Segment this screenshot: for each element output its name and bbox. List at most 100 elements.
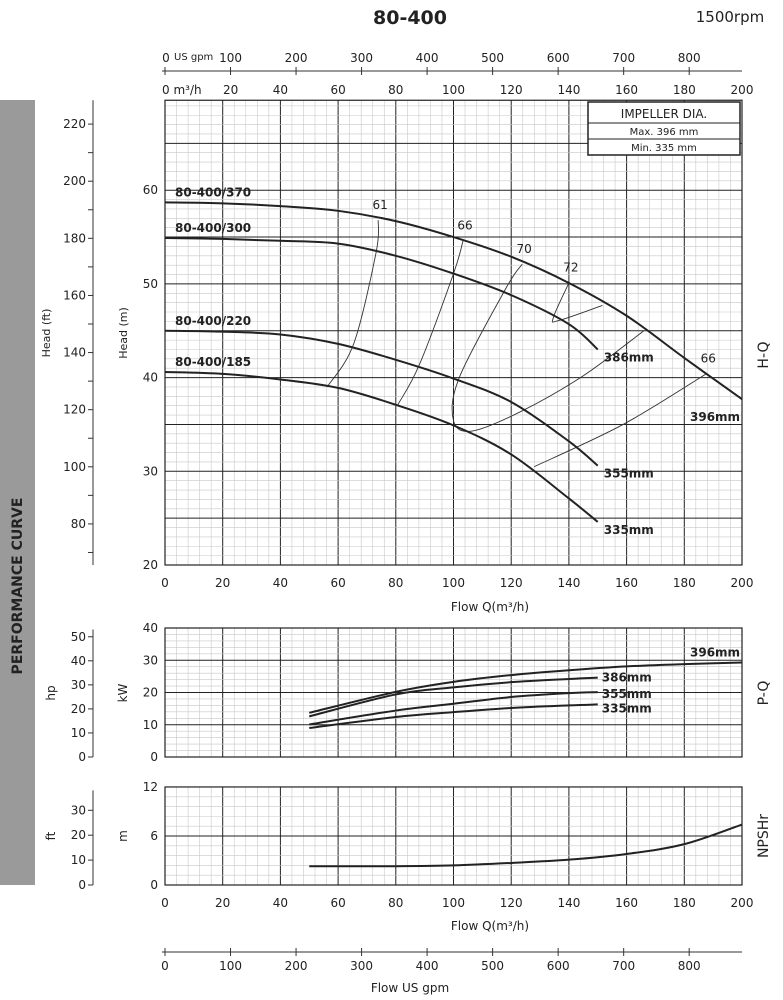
- top-m3h-tick-label: 20: [223, 83, 238, 97]
- head-m-tick-label: 40: [143, 371, 158, 385]
- efficiency-curve-66: [534, 373, 707, 468]
- efficiency-curve-72: [551, 282, 603, 323]
- hq-curve-355mm: [164, 329, 599, 467]
- hq-curve-diameter-label: 396mm: [690, 410, 740, 424]
- npsh-m-axis-label: m: [116, 830, 130, 842]
- npsh-flow-tick-label: 20: [215, 896, 230, 910]
- bottom-gpm-tick-label: 300: [350, 959, 373, 973]
- impeller-min-label: Min. 335 mm: [631, 143, 697, 154]
- npsh-ft-tick-label: 10: [71, 853, 86, 867]
- hq-curve-386mm: [164, 236, 599, 351]
- impeller-dia-box: [587, 101, 741, 156]
- speed-label: 1500rpm: [696, 8, 764, 26]
- top-gpm-tick-label: 600: [547, 51, 570, 65]
- top-m3h-tick-label: 40: [273, 83, 288, 97]
- pq-curve-386mm: [309, 676, 598, 718]
- npsh-flow-tick-label: 180: [673, 896, 696, 910]
- bottom-gpm-tick-label: 700: [612, 959, 635, 973]
- head-m-tick-label: 20: [143, 558, 158, 572]
- head-m-tick-label: 60: [143, 183, 158, 197]
- npsh-ft-axis-label: ft: [44, 831, 58, 840]
- npsh-m-tick-label: 12: [143, 780, 158, 794]
- hq-flow-tick-label: 60: [330, 576, 345, 590]
- top-gpm-tick-label: 500: [481, 51, 504, 65]
- bottom-gpm-tick-label: 600: [547, 959, 570, 973]
- bottom-gpm-tick-label: 0: [161, 959, 169, 973]
- hq-flow-tick-label: 20: [215, 576, 230, 590]
- npsh-ft-tick-label: 20: [71, 828, 86, 842]
- hq-flow-tick-label: 140: [557, 576, 580, 590]
- hq-curve-diameter-label: 355mm: [604, 467, 654, 481]
- hq-curve-diameter-label: 386mm: [604, 350, 654, 364]
- power-hp-tick-label: 50: [71, 630, 86, 644]
- head-ft-tick-label: 180: [63, 231, 86, 245]
- hq-flow-tick-label: 200: [731, 576, 754, 590]
- pq-curve-label: 335mm: [602, 701, 652, 715]
- hq-curve-model-label: 80-400/185: [175, 355, 251, 369]
- head-ft-tick-label: 140: [63, 346, 86, 360]
- npsh-flow-tick-label: 0: [161, 896, 169, 910]
- power-hp-tick-label: 20: [71, 702, 86, 716]
- power-hp-tick-label: 0: [78, 750, 86, 764]
- bottom-gpm-tick-label: 400: [416, 959, 439, 973]
- hq-curve-335mm: [164, 370, 599, 523]
- top-gpm-tick-label: 0: [162, 51, 170, 65]
- hq-curve-model-label: 80-400/370: [175, 185, 251, 199]
- head-ft-tick-label: 220: [63, 117, 86, 131]
- top-m3h-tick-label: 200: [731, 83, 754, 97]
- hq-flow-tick-label: 100: [442, 576, 465, 590]
- top-gpm-tick-label: 300: [350, 51, 373, 65]
- npsh-ft-tick-label: 30: [71, 803, 86, 817]
- efficiency-label: 66: [701, 352, 716, 366]
- power-hp-tick-label: 40: [71, 654, 86, 668]
- bottom-gpm-axis-label: Flow US gpm: [371, 981, 449, 995]
- efficiency-label: 72: [563, 261, 578, 275]
- efficiency-curve-61: [326, 220, 380, 388]
- efficiency-label: 61: [373, 198, 388, 212]
- power-hp-axis-label: hp: [44, 685, 58, 700]
- head-ft-tick-label: 80: [71, 517, 86, 531]
- power-kw-tick-label: 40: [143, 621, 158, 635]
- npsh-flow-tick-label: 140: [557, 896, 580, 910]
- pq-side-label: P-Q: [756, 681, 772, 706]
- top-m3h-tick-label: 100: [442, 83, 465, 97]
- power-kw-tick-label: 20: [143, 686, 158, 700]
- npsh-curve: [309, 823, 743, 868]
- top-gpm-tick-label: 700: [612, 51, 635, 65]
- top-gpm-tick-label: 200: [285, 51, 308, 65]
- hq-curve-model-label: 80-400/300: [175, 221, 251, 235]
- bottom-gpm-tick-label: 800: [678, 959, 701, 973]
- head-ft-tick-label: 100: [63, 460, 86, 474]
- hq-curve-model-label: 80-400/220: [175, 314, 251, 328]
- npsh-flow-tick-label: 160: [615, 896, 638, 910]
- top-gpm-unit-label: US gpm: [174, 52, 213, 63]
- npsh-flow-tick-label: 40: [273, 896, 288, 910]
- power-kw-tick-label: 0: [150, 750, 158, 764]
- hq-side-label: H-Q: [756, 341, 772, 368]
- npsh-m-tick-label: 0: [150, 878, 158, 892]
- npsh-flow-tick-label: 100: [442, 896, 465, 910]
- efficiency-label: 70: [517, 242, 532, 256]
- chart-title: 80-400: [373, 7, 447, 29]
- npsh-flow-tick-label: 200: [731, 896, 754, 910]
- pq-curve-label: 386mm: [602, 671, 652, 685]
- power-kw-tick-label: 30: [143, 653, 158, 667]
- top-m3h-tick-label: 180: [673, 83, 696, 97]
- hq-flow-axis-label: Flow Q(m³/h): [451, 600, 529, 614]
- hq-curve-396mm: [164, 201, 743, 400]
- power-hp-tick-label: 10: [71, 726, 86, 740]
- efficiency-curve-66: [397, 240, 464, 405]
- npsh-flow-axis-label: Flow Q(m³/h): [451, 919, 529, 933]
- bottom-gpm-tick-label: 200: [285, 959, 308, 973]
- pq-curve-355mm: [309, 691, 598, 726]
- top-m3h-tick-label: 140: [557, 83, 580, 97]
- pq-curve-396mm: [309, 661, 743, 714]
- npsh-ft-tick-label: 0: [78, 878, 86, 892]
- pq-curve-label: 355mm: [602, 687, 652, 701]
- impeller-box-title: IMPELLER DIA.: [621, 107, 707, 121]
- top-m3h-unit-label: 0 m³/h: [162, 83, 202, 97]
- top-gpm-tick-label: 800: [678, 51, 701, 65]
- top-gpm-tick-label: 100: [219, 51, 242, 65]
